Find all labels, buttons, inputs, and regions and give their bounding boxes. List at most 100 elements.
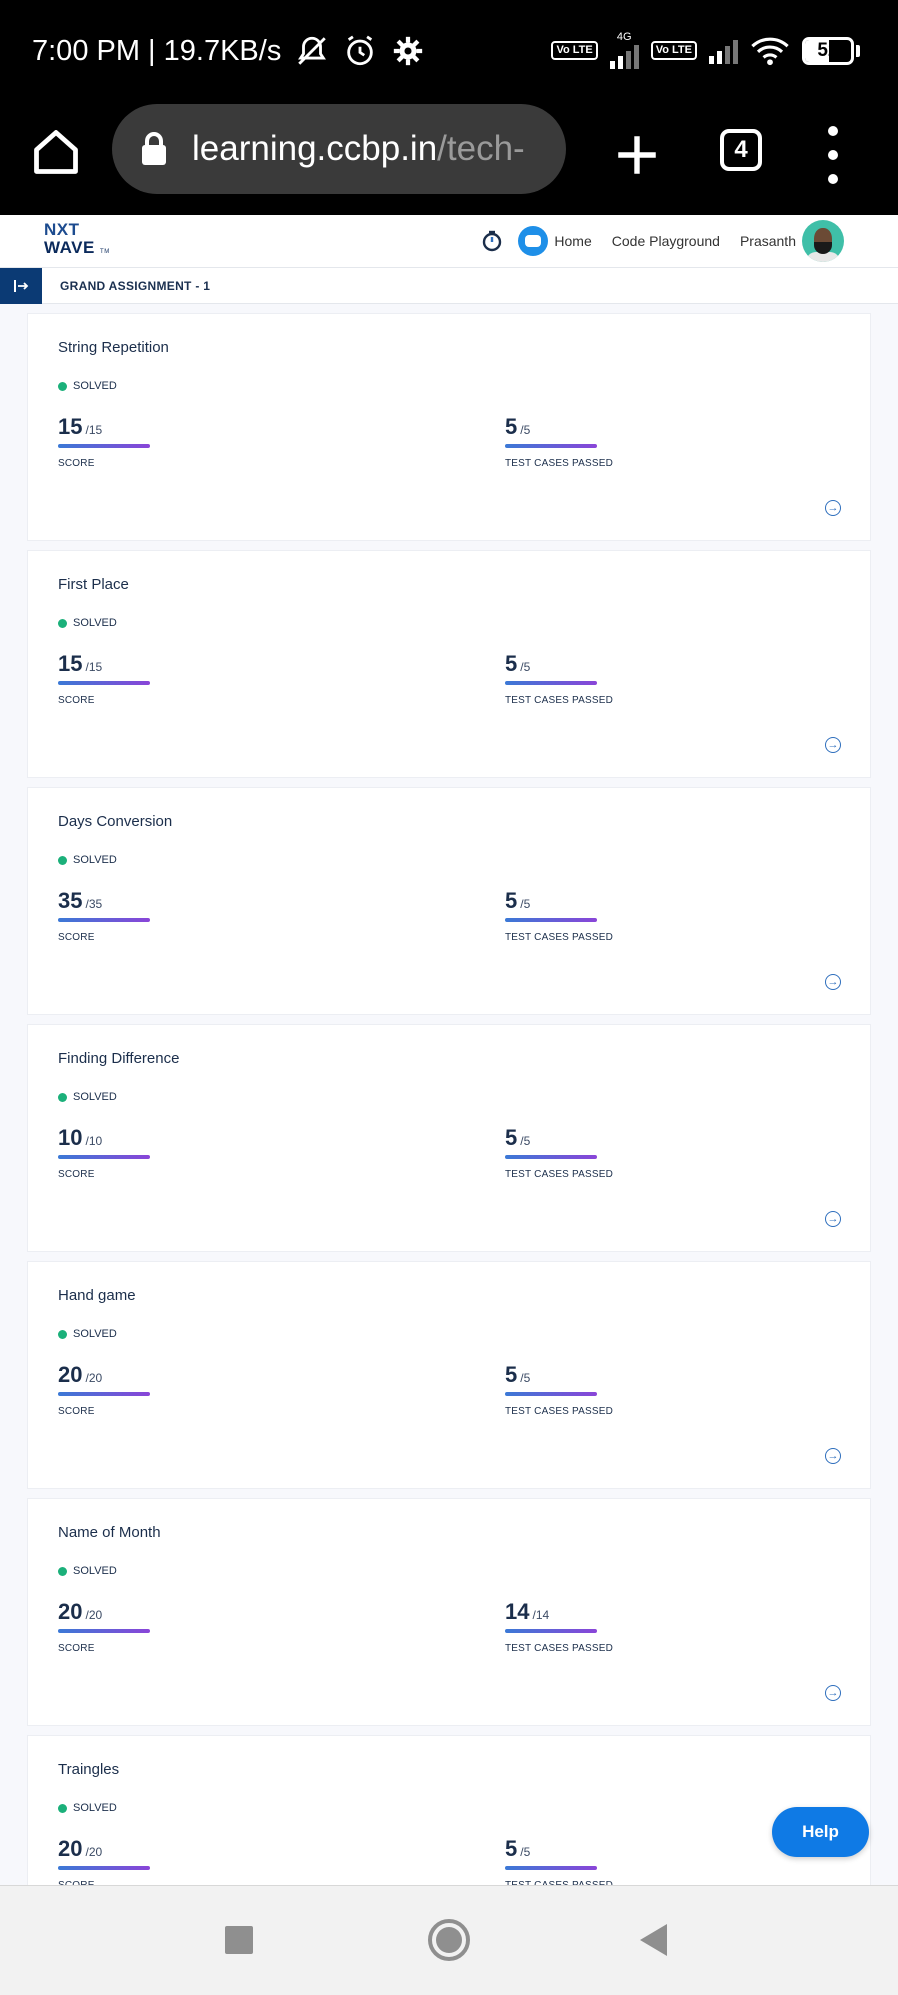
arrow-right-circle-icon[interactable]: → [825, 1685, 841, 1701]
volte-badge-1: Vo LTE [551, 41, 598, 60]
score-metric: 20/20 SCORE [58, 1362, 150, 1417]
solved-dot-icon [58, 618, 67, 628]
nxtwave-logo[interactable]: NXT WAVE TM [44, 221, 124, 263]
back-triangle-icon[interactable] [640, 1924, 667, 1956]
status-text: SOLVED [73, 380, 117, 392]
score-label: SCORE [58, 1880, 150, 1885]
status-text: SOLVED [73, 1802, 117, 1814]
status-text: SOLVED [73, 854, 117, 866]
solved-dot-icon [58, 1092, 67, 1102]
test-cases-metric: 5/5 TEST CASES PASSED [505, 651, 613, 706]
more-menu-icon[interactable] [826, 126, 840, 184]
question-title[interactable]: String Repetition [58, 339, 169, 356]
arrow-right-circle-icon[interactable]: → [825, 500, 841, 516]
score-progress-bar [58, 1866, 150, 1870]
solved-dot-icon [58, 855, 67, 865]
avatar[interactable] [802, 220, 844, 262]
score-value: 15 [58, 414, 83, 439]
status-text: SOLVED [73, 1328, 117, 1340]
status-badge: SOLVED [58, 854, 117, 866]
question-title[interactable]: Days Conversion [58, 813, 173, 830]
score-label: SCORE [58, 932, 95, 943]
arrow-right-circle-icon[interactable]: → [825, 974, 841, 990]
recents-square-icon[interactable] [225, 1926, 253, 1954]
test-cases-metric: 5/5 TEST CASES PASSED [505, 414, 613, 469]
question-title[interactable]: Name of Month [58, 1524, 161, 1541]
test-cases-value: 5 [505, 888, 518, 913]
url-domain: learning.ccbp.in [192, 129, 438, 168]
arrow-right-circle-icon[interactable]: → [825, 1211, 841, 1227]
question-title[interactable]: Hand game [58, 1287, 136, 1304]
score-label: SCORE [58, 695, 95, 706]
question-card[interactable]: Hand game SOLVED 20/20 SCORE 5/5 TEST CA… [27, 1261, 871, 1489]
solved-dot-icon [58, 1803, 67, 1813]
test-cases-label: TEST CASES PASSED [505, 695, 614, 706]
time-speed: 7:00 PM | 19.7KB/s [32, 34, 282, 67]
new-tab-plus-icon[interactable] [612, 130, 662, 180]
tab-switcher-button[interactable]: 4 [720, 129, 762, 171]
stopwatch-icon[interactable] [480, 229, 504, 253]
test-cases-progress-bar [505, 918, 597, 922]
test-cases-total: /14 [532, 1608, 550, 1622]
question-card[interactable]: Finding Difference SOLVED 10/10 SCORE 5/… [27, 1024, 871, 1252]
sidebar-toggle-button[interactable] [0, 268, 42, 304]
score-value: 15 [58, 651, 83, 676]
test-cases-value: 14 [505, 1599, 530, 1624]
score-label: SCORE [58, 458, 95, 469]
status-badge: SOLVED [58, 1565, 117, 1577]
test-cases-label: TEST CASES PASSED [505, 932, 614, 943]
url-bar[interactable]: learning.ccbp.in/tech- [112, 104, 566, 194]
test-cases-progress-bar [505, 1392, 597, 1396]
arrow-right-circle-icon[interactable]: → [825, 1448, 841, 1464]
question-card[interactable]: Name of Month SOLVED 20/20 SCORE 14/14 T… [27, 1498, 871, 1726]
score-label: SCORE [58, 1406, 95, 1417]
test-cases-progress-bar [505, 681, 597, 685]
signal-1: 4G [609, 32, 639, 69]
volte-badge-2: Vo LTE [650, 41, 697, 60]
test-cases-total: /5 [520, 660, 531, 674]
status-badge: SOLVED [58, 1328, 117, 1340]
discussion-chat-icon[interactable] [518, 226, 549, 256]
alarm-icon [347, 35, 374, 66]
question-title[interactable]: Finding Difference [58, 1050, 180, 1067]
question-title[interactable]: First Place [58, 576, 129, 593]
score-metric: 10/10 SCORE [58, 1125, 150, 1180]
score-label: SCORE [58, 1643, 95, 1654]
test-cases-metric: 5/5 TEST CASES PASSED [505, 888, 613, 943]
nav-home-link[interactable]: Home [554, 233, 592, 249]
question-title[interactable]: Traingles [58, 1761, 120, 1778]
score-value: 10 [58, 1125, 83, 1150]
score-progress-bar [58, 1629, 150, 1633]
question-card[interactable]: Traingles SOLVED 20/20 SCORE 5/5 TEST CA… [27, 1735, 871, 1885]
status-right: Vo LTE 4G Vo LTE 52 [551, 32, 860, 69]
question-card[interactable]: First Place SOLVED 15/15 SCORE 5/5 TEST … [27, 550, 871, 778]
test-cases-label: TEST CASES PASSED [505, 458, 614, 469]
arrow-right-circle-icon[interactable]: → [825, 737, 841, 753]
test-cases-value: 5 [505, 651, 518, 676]
test-cases-progress-bar [505, 1155, 597, 1159]
question-card[interactable]: Days Conversion SOLVED 35/35 SCORE 5/5 T… [27, 787, 871, 1015]
battery-body: 52 [802, 36, 854, 65]
status-left: 7:00 PM | 19.7KB/s [32, 34, 425, 68]
home-circle-icon[interactable] [428, 1919, 470, 1961]
web-page: NXT WAVE TM Home Code Playground Prasant… [0, 215, 898, 1885]
help-button[interactable]: Help [772, 1807, 869, 1857]
status-bar: 7:00 PM | 19.7KB/s Vo LTE 4G Vo LTE 52 [0, 0, 898, 100]
mute-notifications-icon [298, 36, 327, 65]
question-card[interactable]: String Repetition SOLVED 15/15 SCORE 5/5… [27, 313, 871, 541]
score-progress-bar [58, 918, 150, 922]
test-cases-total: /5 [520, 897, 531, 911]
score-metric: 20/20 SCORE [58, 1599, 150, 1654]
score-total: /20 [85, 1845, 103, 1859]
user-name[interactable]: Prasanth [739, 233, 796, 249]
test-cases-total: /5 [520, 1371, 531, 1385]
score-metric: 15/15 SCORE [58, 414, 150, 469]
url-text[interactable]: learning.ccbp.in/tech- [192, 129, 552, 169]
wifi-icon [751, 37, 789, 65]
url-path: /tech- [437, 129, 525, 168]
site-header: NXT WAVE TM Home Code Playground Prasant… [0, 215, 898, 268]
score-total: /15 [85, 660, 103, 674]
nav-code-playground-link[interactable]: Code Playground [611, 233, 720, 249]
home-icon[interactable] [30, 126, 82, 178]
logo-line1: NXT [44, 220, 80, 239]
